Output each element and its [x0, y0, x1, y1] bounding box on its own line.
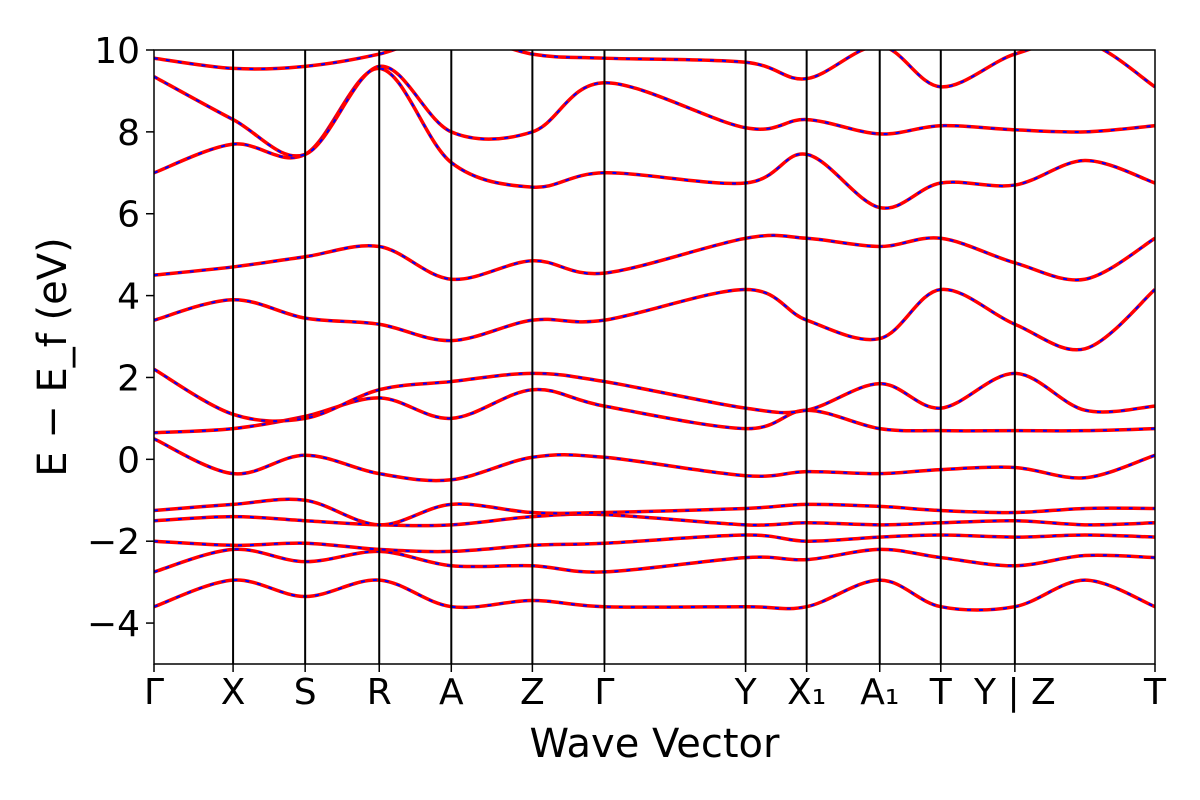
band-line-overlay-7 [154, 388, 1155, 434]
band-line-10 [154, 233, 1155, 282]
band-line-overlay-12 [154, 65, 1155, 157]
x-axis-label: Wave Vector [530, 721, 781, 767]
x-tick-label: X [221, 672, 246, 713]
x-tick-label: Γ [594, 672, 614, 713]
band-line-overlay-3 [154, 534, 1155, 553]
x-tick-label: Γ [144, 672, 164, 713]
band-line-7 [154, 387, 1155, 435]
y-axis-ticks: −4 −2 0 2 4 6 8 10 [87, 31, 154, 645]
x-tick-label: Y [734, 672, 758, 713]
band-line-overlay-10 [154, 234, 1155, 281]
band-line-overlay-9 [154, 288, 1155, 351]
band-line-11 [154, 66, 1155, 210]
band-line-2 [154, 547, 1155, 574]
y-tick-label: 8 [117, 113, 140, 154]
band-line-6 [154, 437, 1155, 483]
band-line-overlay-6 [154, 437, 1155, 482]
x-tick-label: Y | Z [973, 672, 1056, 713]
y-tick-label: 6 [117, 195, 140, 236]
x-tick-label: T [1143, 672, 1167, 713]
band-line-8 [154, 367, 1155, 423]
band-line-overlay-1 [154, 579, 1155, 611]
y-tick-label: −4 [87, 604, 140, 645]
high-symmetry-lines [232, 50, 1016, 664]
x-tick-label: R [367, 672, 392, 713]
band-line-12 [154, 64, 1155, 158]
y-tick-label: 0 [117, 440, 140, 481]
x-tick-label: Z [520, 672, 545, 713]
x-tick-label: A [439, 672, 464, 713]
band-line-overlay-8 [154, 368, 1155, 423]
y-tick-label: 4 [117, 277, 140, 318]
x-tick-label: X₁ [787, 672, 826, 713]
plot-frame [153, 49, 1156, 665]
x-tick-label: T [929, 672, 953, 713]
band-line-13 [154, 50, 1155, 89]
y-tick-label: 2 [117, 358, 140, 399]
y-axis-label: E − E_f (eV) [30, 237, 76, 476]
band-line-overlay-2 [154, 548, 1155, 574]
x-tick-label: A₁ [860, 672, 899, 713]
y-tick-label: −2 [87, 522, 140, 563]
band-line-overlay-4 [154, 513, 1155, 527]
y-tick-label: 10 [94, 31, 140, 72]
band-line-1 [154, 578, 1155, 612]
band-lines [154, 50, 1155, 612]
x-tick-label: S [294, 672, 317, 713]
band-line-overlay-13 [154, 50, 1155, 88]
band-line-overlay-5 [154, 498, 1155, 526]
x-axis-ticks: Γ X S R A Z Γ Y X₁ A₁ T Y | Z T [144, 664, 1167, 713]
